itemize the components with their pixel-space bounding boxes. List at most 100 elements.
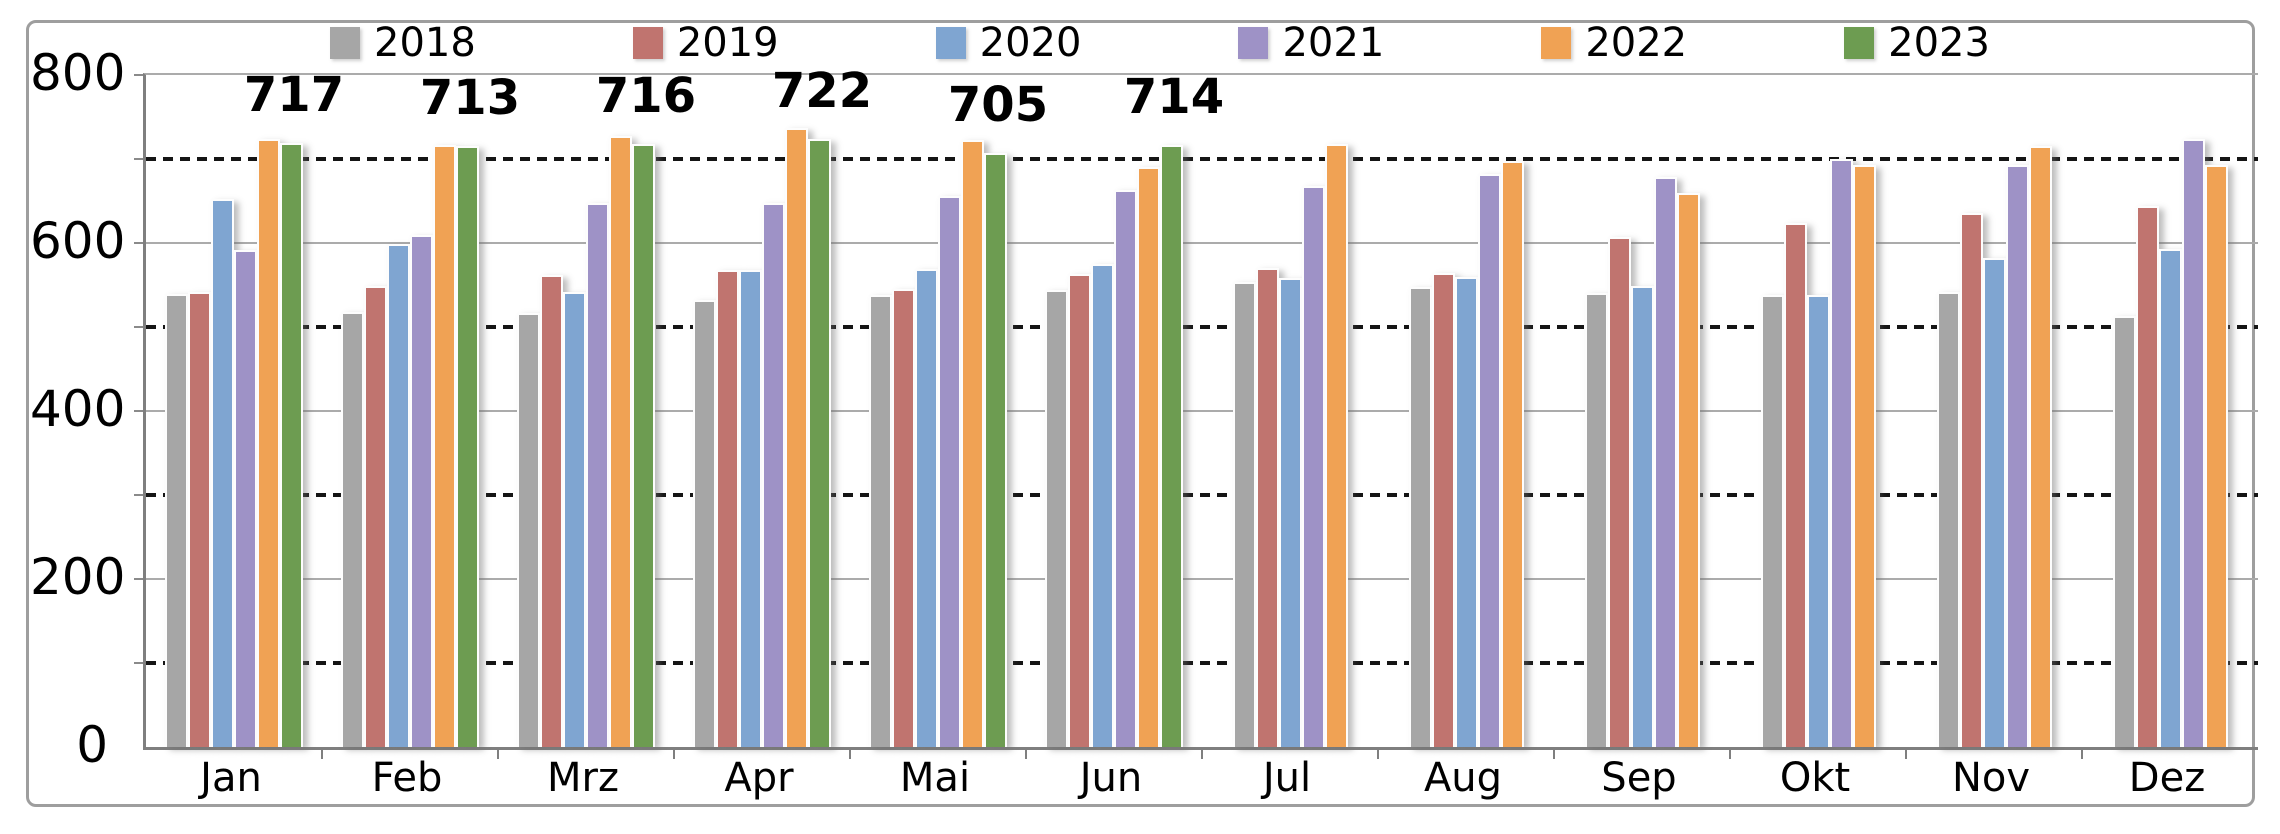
x-axis-label-feb: Feb [371, 755, 443, 801]
data-label-mai: 705 [947, 76, 1049, 133]
data-label-feb: 713 [419, 70, 521, 127]
bar-2021-okt [1829, 158, 1853, 747]
gridline-minor-300 [146, 493, 2258, 497]
gridline-major-400 [146, 410, 2258, 412]
bar-2021-apr [762, 203, 785, 747]
bar-2019-okt [1783, 222, 1807, 747]
bar-2022-sep [1676, 193, 1700, 747]
data-label-jun: 714 [1123, 69, 1225, 126]
y-axis-tick-700 [134, 158, 143, 160]
y-axis-tick-600 [134, 242, 143, 244]
bar-2022-aug [1500, 161, 1524, 747]
y-axis-label-200: 200 [30, 548, 126, 606]
x-axis-label-aug: Aug [1423, 755, 1503, 801]
x-axis-label-jun: Jun [1079, 755, 1143, 801]
x-axis-tick [1905, 747, 1907, 759]
bar-2019-jun [1068, 273, 1091, 747]
bar-2020-nov [1982, 257, 2006, 747]
y-axis-label-400: 400 [30, 380, 126, 438]
x-axis-label-dez: Dez [2128, 755, 2206, 801]
y-axis-tick-300 [134, 494, 143, 496]
legend-item-2020: 2020 [935, 20, 1082, 66]
x-axis-tick [1025, 747, 1027, 759]
plot-area: 717 713 716 722 705 714 [134, 67, 2258, 759]
data-label-mrz: 716 [595, 67, 697, 124]
bar-2019-aug [1431, 272, 1455, 747]
legend-swatch-2023 [1844, 27, 1875, 59]
gridline-major-600 [146, 242, 2258, 244]
bar-2018-okt [1760, 294, 1784, 747]
y-axis-tick-200 [134, 578, 143, 580]
y-axis-label-0: 0 [76, 716, 108, 774]
legend-item-2019: 2019 [632, 20, 779, 66]
bar-group-dez [2082, 75, 2258, 747]
bar-2022-mrz [609, 136, 632, 747]
bar-2018-jul [1232, 282, 1256, 747]
legend-item-2022: 2022 [1541, 23, 1687, 63]
bar-2019-feb [364, 286, 387, 747]
bar-2018-mai [869, 294, 892, 747]
data-label-jan: 717 [243, 66, 345, 123]
bar-group-jan: 717 [146, 71, 344, 747]
bar-2023-apr [808, 138, 831, 747]
bar-2019-mai [892, 288, 915, 747]
gridline-major-200 [146, 578, 2258, 580]
bar-group-nov [1906, 75, 2082, 747]
legend-label-2020: 2020 [979, 20, 1082, 66]
bar-2018-aug [1408, 287, 1432, 747]
bar-2020-feb [387, 243, 410, 747]
bar-2018-nov [1936, 292, 1960, 747]
x-axis-label-mrz: Mrz [547, 755, 619, 801]
bar-group-jun: 714 [1026, 73, 1224, 747]
y-axis-tick-400 [134, 410, 143, 412]
x-axis-label-mai: Mai [899, 755, 971, 801]
bar-2021-sep [1653, 177, 1677, 747]
x-axis-tick [1201, 747, 1203, 759]
bar-2020-jul [1278, 277, 1302, 747]
x-axis-label-nov: Nov [1951, 755, 2031, 801]
bar-2022-apr [785, 127, 808, 747]
x-axis-label-jul: Jul [1262, 755, 1312, 801]
x-axis-tick [849, 747, 851, 759]
y-axis-tick-500 [134, 326, 143, 328]
bar-2021-jun [1114, 189, 1137, 747]
bar-2023-mrz [632, 143, 655, 747]
bar-2022-jun [1137, 167, 1160, 747]
y-axis-tick-100 [134, 662, 143, 664]
bar-2023-mai [984, 152, 1007, 747]
x-axis-tick [1729, 747, 1731, 759]
x-axis-tick [497, 747, 499, 759]
bar-group-mrz: 716 [498, 72, 696, 747]
bar-2020-aug [1454, 277, 1478, 747]
legend-label-2023: 2023 [1888, 20, 1990, 66]
legend-label-2019: 2019 [676, 20, 779, 66]
bar-2021-mrz [586, 203, 609, 747]
bar-2018-jun [1045, 289, 1068, 747]
x-axis-label-apr: Apr [724, 755, 794, 801]
y-axis-label-800: 800 [30, 44, 126, 102]
bar-2021-dez [2181, 138, 2205, 747]
bar-groups: 717 713 716 722 705 714 [146, 67, 2258, 747]
x-axis-tick [1377, 747, 1379, 759]
bar-2022-nov [2028, 146, 2052, 747]
bar-2020-okt [1806, 294, 1830, 747]
bar-2021-jan [234, 250, 257, 747]
bar-group-okt [1730, 75, 1906, 747]
bar-2019-jul [1255, 267, 1279, 747]
x-axis-tick [1553, 747, 1555, 759]
legend-swatch-2020 [935, 27, 966, 59]
bar-group-feb: 713 [322, 74, 520, 747]
y-axis-tick-800 [134, 74, 143, 76]
bar-2020-jun [1091, 263, 1114, 747]
bar-2019-jan [188, 292, 211, 747]
bar-2021-mai [938, 195, 961, 747]
bar-2018-apr [693, 299, 716, 747]
bar-2019-dez [2135, 205, 2159, 747]
bar-2018-jan [165, 293, 188, 747]
bar-2020-mrz [563, 292, 586, 747]
bar-2018-dez [2112, 315, 2136, 747]
x-axis-tick [321, 747, 323, 759]
x-axis-label-jan: Jan [200, 755, 262, 801]
bar-group-sep [1554, 75, 1730, 747]
